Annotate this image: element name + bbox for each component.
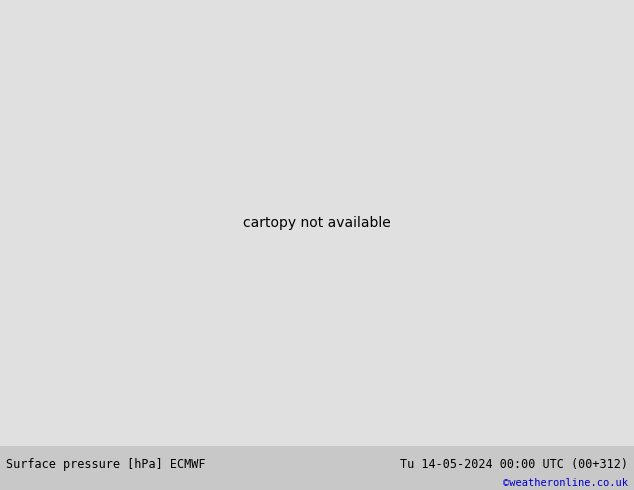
Text: Tu 14-05-2024 00:00 UTC (00+312): Tu 14-05-2024 00:00 UTC (00+312) bbox=[399, 458, 628, 471]
Text: ©weatheronline.co.uk: ©weatheronline.co.uk bbox=[503, 478, 628, 488]
Text: Surface pressure [hPa] ECMWF: Surface pressure [hPa] ECMWF bbox=[6, 458, 206, 471]
Text: cartopy not available: cartopy not available bbox=[243, 216, 391, 230]
